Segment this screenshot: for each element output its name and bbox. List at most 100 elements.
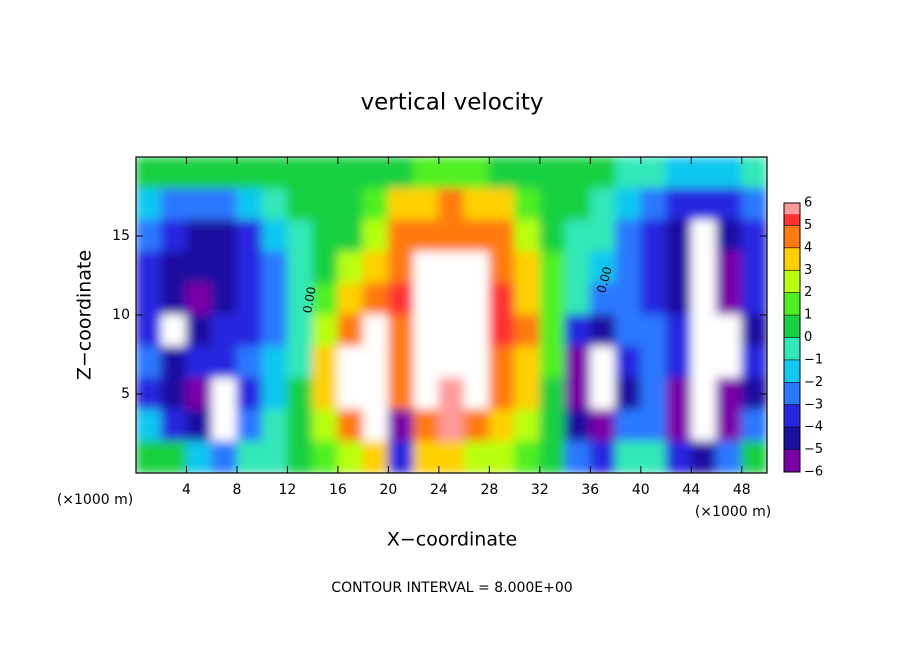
heat-cell <box>362 377 389 411</box>
heat-cell <box>514 282 541 316</box>
heat-cell <box>589 219 617 253</box>
colorbar-band <box>784 382 800 405</box>
heat-cell <box>488 157 516 190</box>
x-tick-label: 12 <box>279 482 297 498</box>
heat-cell <box>261 251 288 284</box>
contour-label: 0.00 <box>300 286 318 315</box>
heat-cell <box>413 188 440 221</box>
heat-cell <box>261 219 288 253</box>
heat-cell <box>160 157 187 190</box>
heat-cell <box>160 409 187 442</box>
colorbar-tick-label: −5 <box>804 442 823 457</box>
heat-cell <box>665 346 692 379</box>
heat-cell <box>387 440 415 473</box>
heat-cell <box>261 157 288 190</box>
heat-cell <box>665 188 692 221</box>
heat-cell <box>463 251 490 284</box>
colorbar-tick-label: 1 <box>804 308 812 323</box>
colorbar-tick-label: −2 <box>804 375 823 390</box>
heat-cell <box>539 440 566 473</box>
heat-cell <box>185 346 213 379</box>
heat-cell <box>564 157 591 190</box>
heat-cell <box>640 188 667 221</box>
heat-cell <box>160 346 187 379</box>
heat-cell <box>413 377 440 411</box>
colorbar-tick-label: 0 <box>804 330 812 345</box>
heat-cell <box>514 409 541 442</box>
heat-cell <box>438 409 465 442</box>
heat-cell <box>589 409 617 442</box>
colorbar-band <box>784 404 800 428</box>
heat-cell <box>539 157 566 190</box>
heat-cell <box>741 440 767 473</box>
heat-cell <box>615 440 642 473</box>
heat-cell <box>438 282 465 316</box>
y-axis-label: Z−coordinate <box>74 250 96 380</box>
heat-cell <box>589 251 617 284</box>
heat-cell <box>690 219 718 253</box>
x-tick-label: 8 <box>232 482 241 498</box>
colorbar-band <box>784 315 800 338</box>
heat-cell <box>488 440 516 473</box>
colorbar-band <box>784 214 800 226</box>
heat-cell <box>741 314 767 348</box>
colorbar-band <box>784 270 800 293</box>
heat-cell <box>716 188 743 221</box>
heat-cell <box>286 314 314 348</box>
heat-cell <box>387 282 415 316</box>
heat-cell <box>615 157 642 190</box>
colorbar-tick-label: 4 <box>804 240 812 255</box>
heat-cell <box>741 251 767 284</box>
heat-cell <box>716 282 743 316</box>
heat-cell <box>261 346 288 379</box>
x-tick-label: 44 <box>682 482 700 498</box>
heat-cell <box>438 314 465 348</box>
heat-cell <box>589 377 617 411</box>
heat-cell <box>564 188 591 221</box>
heat-cell <box>337 346 364 379</box>
chart-title: vertical velocity <box>361 90 544 116</box>
heat-cell <box>690 409 718 442</box>
heat-cell <box>615 346 642 379</box>
heat-cell <box>211 377 238 411</box>
heat-cell <box>261 440 288 473</box>
heat-cell <box>438 188 465 221</box>
heat-cell <box>564 251 591 284</box>
heat-cell <box>564 219 591 253</box>
heat-cell <box>615 377 642 411</box>
colorbar-tick-label: 6 <box>804 196 812 211</box>
heat-cell <box>413 346 440 379</box>
heat-cell <box>312 282 339 316</box>
heat-cell <box>337 314 364 348</box>
heat-cell <box>438 219 465 253</box>
heat-cell <box>463 440 490 473</box>
heat-cell <box>463 346 490 379</box>
heatmap-cells <box>136 157 767 473</box>
heat-cell <box>337 219 364 253</box>
heat-cell <box>160 251 187 284</box>
x-tick-label: 40 <box>632 482 650 498</box>
heat-cell <box>665 377 692 411</box>
heat-cell <box>286 440 314 473</box>
heat-cell <box>337 377 364 411</box>
heat-cell <box>539 346 566 379</box>
heat-cell <box>337 440 364 473</box>
heat-cell <box>160 377 187 411</box>
heat-cell <box>539 377 566 411</box>
heat-cell <box>362 188 389 221</box>
heat-cell <box>741 157 767 190</box>
heat-cell <box>463 219 490 253</box>
colorbar-band <box>784 225 800 248</box>
heat-cell <box>136 409 162 442</box>
heat-cell <box>589 314 617 348</box>
heat-cell <box>337 409 364 442</box>
heat-cell <box>665 251 692 284</box>
heat-cell <box>160 219 187 253</box>
heat-cell <box>211 346 238 379</box>
overlay: 4 8 12 16 20 24 28 32 36 40 44 4851015−6−5−4−3−2−10… <box>112 156 823 498</box>
heat-cell <box>640 157 667 190</box>
heat-cell <box>463 377 490 411</box>
heat-cell <box>539 282 566 316</box>
colorbar-band <box>784 247 800 271</box>
heat-cell <box>716 377 743 411</box>
